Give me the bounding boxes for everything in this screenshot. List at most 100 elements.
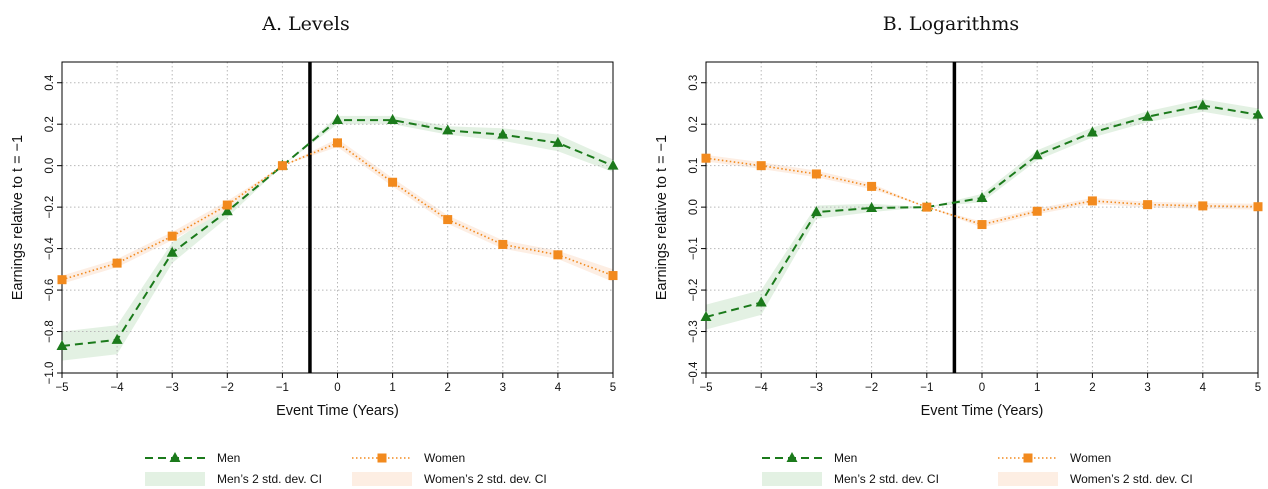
panel-logarithms: B. Logarithms −5 −4 −3 −2 −1 0 1 2 3 4 5 −0.4 −0.3 −0.… [654, 13, 1264, 486]
legend-women-marker [377, 453, 387, 463]
x-tick-label: 3 [500, 382, 506, 394]
y-tick-label: −1.0 [44, 362, 56, 385]
legend-men-label: Men [834, 451, 857, 465]
men-point [866, 201, 878, 212]
y-tick-label: 0.0 [688, 199, 700, 215]
legend-men-marker [169, 452, 181, 462]
women-point [977, 220, 987, 230]
men-point [552, 136, 564, 147]
women-point [811, 169, 821, 179]
men-point [497, 128, 509, 139]
men-point [166, 246, 178, 257]
x-tick-label: −3 [166, 382, 179, 394]
legend-women-ci-label: Women’s 2 std. dev. CI [1070, 472, 1193, 486]
women-point [553, 250, 563, 260]
x-axis-label: Event Time (Years) [921, 403, 1044, 419]
y-tick-label: −0.1 [688, 237, 700, 260]
women-point [1198, 201, 1208, 211]
legend-women-ci-swatch [998, 472, 1058, 486]
y-tick-label: −0.2 [44, 196, 56, 219]
y-tick-label: 0.4 [44, 74, 56, 91]
y-axis-label: Earnings relative to t = −1 [654, 135, 670, 300]
women-point [222, 200, 232, 210]
panel-levels: A. Levels −5 −4 −3 −2 −1 0 1 2 3 4 5 −1.0 −0.8 −0.6 −0.… [10, 13, 619, 486]
women-point [388, 177, 398, 187]
x-tick-label: −2 [221, 382, 234, 394]
men-series-line [61, 119, 614, 347]
x-tick-label: −4 [755, 382, 769, 394]
x-tick-label: −1 [276, 382, 289, 394]
women-point [443, 215, 453, 225]
men-point [111, 333, 123, 344]
y-tick-label: 0.2 [44, 116, 56, 132]
y-tick-label: 0.1 [688, 158, 700, 174]
x-tick-label: 2 [444, 382, 450, 394]
x-tick-label: 0 [979, 382, 985, 394]
women-point [1087, 196, 1097, 206]
men-point [1031, 149, 1043, 160]
men-point [56, 340, 68, 351]
women-point [701, 153, 711, 163]
legend-men-ci-swatch [762, 472, 822, 486]
men-point [442, 124, 454, 135]
x-axis-label: Event Time (Years) [276, 403, 399, 419]
y-tick-label: −0.4 [688, 361, 700, 384]
legend-men-ci-label: Men’s 2 std. dev. CI [834, 472, 939, 486]
x-tick-label: −5 [55, 382, 68, 394]
legend-women-ci-label: Women’s 2 std. dev. CI [424, 472, 547, 486]
men-point [332, 114, 343, 125]
y-tick-label: −0.4 [44, 237, 56, 260]
women-point [57, 275, 67, 285]
y-tick-label: −0.6 [44, 279, 56, 302]
y-tick-label: 0.0 [44, 158, 56, 174]
x-tick-label: 3 [1144, 382, 1150, 394]
men-point [1252, 108, 1264, 119]
x-tick-label: 1 [389, 382, 395, 394]
women-point [112, 258, 122, 268]
x-tick-label: −3 [810, 382, 823, 394]
x-tick-label: 5 [610, 382, 616, 394]
men-point [810, 206, 822, 217]
legend-men-ci-swatch [145, 472, 205, 486]
x-tick-label: −2 [865, 382, 878, 394]
legend-men-label: Men [217, 451, 240, 465]
y-tick-label: 0.2 [688, 116, 700, 132]
y-tick-label: −0.2 [688, 279, 700, 302]
x-tick-label: 4 [555, 382, 562, 394]
women-point [333, 138, 342, 148]
legend-men-ci-label: Men’s 2 std. dev. CI [217, 472, 322, 486]
men-point [976, 192, 988, 203]
y-axis-label: Earnings relative to t = −1 [10, 135, 26, 300]
women-point [1253, 202, 1263, 212]
women-point [498, 239, 508, 249]
women-point [1032, 206, 1042, 216]
x-tick-label: 1 [1034, 382, 1040, 394]
x-tick-label: −5 [699, 382, 712, 394]
legend-women-ci-swatch [352, 472, 412, 486]
y-tick-label: −0.3 [688, 320, 700, 343]
women-point [167, 231, 177, 241]
chart-title: A. Levels [261, 13, 349, 35]
women-point [922, 202, 932, 212]
men-point [700, 311, 712, 322]
legend-women-label: Women [424, 451, 465, 465]
men-point [607, 159, 619, 170]
women-point [756, 161, 766, 171]
women-point [277, 161, 287, 171]
x-tick-label: 4 [1200, 382, 1207, 394]
women-point [867, 181, 877, 191]
men-point [755, 296, 767, 307]
legend-women-marker [1023, 453, 1033, 463]
x-tick-label: −1 [920, 382, 933, 394]
men-point [1197, 99, 1209, 110]
x-tick-label: −4 [111, 382, 125, 394]
x-tick-label: 2 [1089, 382, 1095, 394]
x-tick-label: 5 [1255, 382, 1261, 394]
men-point [221, 205, 233, 216]
legend-men-marker [786, 452, 798, 462]
men-point [1086, 126, 1098, 137]
y-tick-label: −0.8 [44, 320, 56, 343]
legend-women-label: Women [1070, 451, 1111, 465]
y-tick-label: 0.3 [688, 75, 700, 91]
